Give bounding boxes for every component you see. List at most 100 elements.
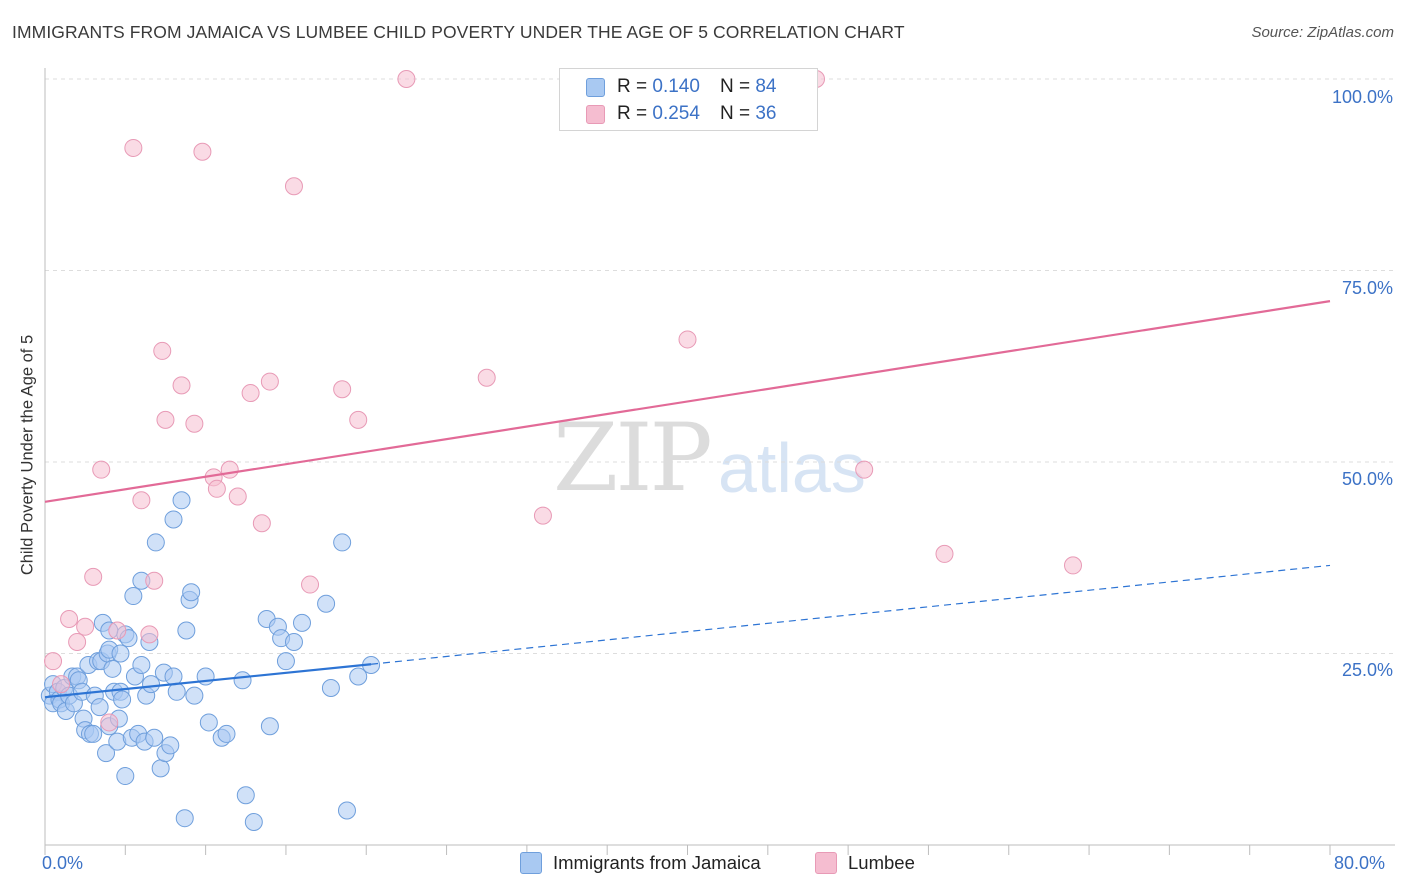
chart-title: IMMIGRANTS FROM JAMAICA VS LUMBEE CHILD … <box>12 22 905 42</box>
data-point-lumbee <box>108 621 127 640</box>
data-point-lumbee <box>220 460 239 479</box>
data-point-lumbee <box>207 479 226 498</box>
data-point-lumbee <box>241 384 260 403</box>
data-point-lumbee <box>193 142 212 161</box>
series-label-jamaica: Immigrants from Jamaica <box>553 852 761 873</box>
correlation-legend: R = 0.140 N = 84 R = 0.254 N = 36 <box>559 68 818 131</box>
data-point-jamaica <box>321 678 340 697</box>
data-point-lumbee <box>252 514 271 533</box>
data-point-jamaica <box>161 736 180 755</box>
data-point-lumbee <box>477 368 496 387</box>
data-point-jamaica <box>293 613 311 632</box>
data-point-lumbee <box>100 713 119 732</box>
legend-r-value-jamaica: 0.140 <box>652 76 700 97</box>
data-point-lumbee <box>156 410 175 429</box>
data-point-jamaica <box>349 667 368 686</box>
series-swatch-jamaica <box>520 852 542 874</box>
data-point-jamaica <box>199 713 218 732</box>
legend-row-lumbee: R = 0.254 N = 36 <box>586 102 776 126</box>
data-point-jamaica <box>236 786 255 805</box>
watermark-atlas: atlas <box>718 429 866 507</box>
legend-swatch-jamaica <box>586 77 605 97</box>
data-point-lumbee <box>935 544 954 563</box>
data-point-jamaica <box>111 644 130 663</box>
data-point-jamaica <box>164 510 183 529</box>
legend-n-label: N = <box>719 103 751 124</box>
data-point-lumbee <box>145 571 164 590</box>
data-point-lumbee <box>260 372 279 391</box>
data-point-jamaica <box>233 671 252 690</box>
data-point-jamaica <box>132 655 151 674</box>
series-legend-jamaica: Immigrants from Jamaica <box>520 852 761 874</box>
y-tick-label-75: 75.0% <box>1341 278 1393 298</box>
y-tick-label-50: 50.0% <box>1341 469 1393 489</box>
data-point-lumbee <box>172 376 191 395</box>
data-point-lumbee <box>1064 556 1082 575</box>
data-point-lumbee <box>333 380 352 399</box>
data-point-jamaica <box>260 717 279 736</box>
x-tick-label-min: 0.0% <box>42 853 84 873</box>
data-point-jamaica <box>97 744 116 763</box>
data-point-jamaica <box>244 813 263 832</box>
data-point-lumbee <box>185 414 204 433</box>
y-axis-label: Child Poverty Under the Age of 5 <box>18 334 37 576</box>
data-point-lumbee <box>678 330 697 349</box>
legend-r-label: R = <box>617 103 648 124</box>
data-point-jamaica <box>164 667 183 686</box>
watermark-zip: ZIP <box>553 404 713 513</box>
data-point-lumbee <box>140 625 159 644</box>
data-point-lumbee <box>349 410 368 429</box>
data-point-jamaica <box>276 652 295 671</box>
legend-n-label: N = <box>719 76 751 97</box>
data-point-jamaica <box>172 491 191 510</box>
data-point-lumbee <box>124 138 143 157</box>
data-point-jamaica <box>103 659 122 678</box>
data-point-jamaica <box>113 690 132 709</box>
x-tick-label-max: 80.0% <box>1334 853 1386 873</box>
legend-row-jamaica: R = 0.140 N = 84 <box>586 75 776 99</box>
y-tick-label-100: 100.0% <box>1331 87 1393 107</box>
data-point-jamaica <box>167 682 186 701</box>
data-point-lumbee <box>153 341 172 360</box>
data-point-jamaica <box>284 633 303 652</box>
data-point-jamaica <box>185 686 204 705</box>
legend-n-value-lumbee: 36 <box>755 103 777 124</box>
series-label-lumbee: Lumbee <box>848 852 915 873</box>
data-point-jamaica <box>333 533 352 552</box>
data-point-lumbee <box>44 652 63 671</box>
legend-swatch-lumbee <box>586 104 605 124</box>
data-point-lumbee <box>284 177 303 196</box>
data-point-jamaica <box>217 724 236 743</box>
data-point-lumbee <box>52 675 71 694</box>
data-point-lumbee <box>60 610 79 629</box>
data-point-lumbee <box>855 460 874 479</box>
data-point-jamaica <box>90 698 109 717</box>
data-point-jamaica <box>337 801 356 820</box>
data-point-jamaica <box>145 728 164 747</box>
data-point-jamaica <box>142 675 161 694</box>
data-point-jamaica <box>317 594 336 613</box>
trendline-lumbee <box>44 300 1331 503</box>
trendline-jamaica-dashed <box>371 564 1331 665</box>
data-point-jamaica <box>182 583 201 602</box>
data-point-jamaica <box>124 587 143 606</box>
data-point-lumbee <box>68 633 87 652</box>
series-legend-lumbee: Lumbee <box>815 852 915 874</box>
legend-r-label: R = <box>617 76 648 97</box>
data-point-jamaica <box>151 759 170 778</box>
data-point-jamaica <box>177 621 196 640</box>
data-point-lumbee <box>301 575 320 594</box>
trendline-jamaica-solid <box>44 663 372 699</box>
data-point-jamaica <box>116 767 135 786</box>
data-point-lumbee <box>397 70 416 88</box>
legend-r-value-lumbee: 0.254 <box>652 103 700 124</box>
data-point-lumbee <box>76 617 95 636</box>
data-point-lumbee <box>92 460 111 479</box>
data-point-jamaica <box>175 809 194 828</box>
data-point-jamaica <box>146 533 165 552</box>
series-swatch-lumbee <box>815 852 837 874</box>
data-point-lumbee <box>228 487 247 506</box>
data-point-lumbee <box>84 567 103 586</box>
legend-n-value-jamaica: 84 <box>755 76 777 97</box>
